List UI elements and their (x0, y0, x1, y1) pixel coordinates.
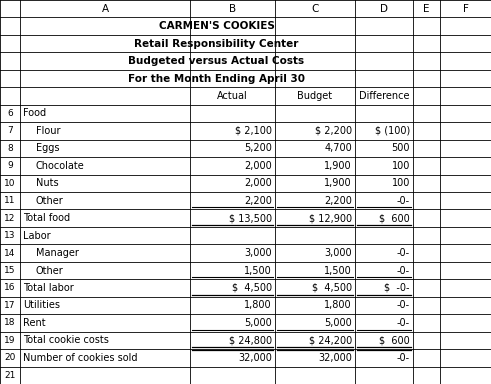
Text: 3,000: 3,000 (325, 248, 352, 258)
Text: $ (100): $ (100) (375, 126, 410, 136)
Text: $  4,500: $ 4,500 (232, 283, 272, 293)
Text: B: B (229, 4, 236, 14)
Text: Rent: Rent (23, 318, 46, 328)
Text: 17: 17 (4, 301, 16, 310)
Text: 2,200: 2,200 (244, 196, 272, 206)
Text: Difference: Difference (359, 91, 409, 101)
Text: A: A (102, 4, 109, 14)
Text: 1,800: 1,800 (245, 300, 272, 310)
Text: 32,000: 32,000 (318, 353, 352, 363)
Text: 4,700: 4,700 (324, 143, 352, 153)
Text: Chocolate: Chocolate (36, 161, 85, 171)
Text: For the Month Ending April 30: For the Month Ending April 30 (128, 74, 305, 84)
Text: 16: 16 (4, 283, 16, 293)
Text: $ 24,200: $ 24,200 (309, 335, 352, 345)
Text: Budgeted versus Actual Costs: Budgeted versus Actual Costs (129, 56, 304, 66)
Text: 21: 21 (4, 371, 16, 380)
Text: $  600: $ 600 (379, 335, 410, 345)
Text: $ 2,100: $ 2,100 (235, 126, 272, 136)
Text: 10: 10 (4, 179, 16, 188)
Text: Labor: Labor (23, 231, 51, 241)
Text: 9: 9 (7, 161, 13, 170)
Text: 14: 14 (4, 248, 16, 258)
Text: -0-: -0- (397, 318, 410, 328)
Text: 5,000: 5,000 (244, 318, 272, 328)
Text: Utilities: Utilities (23, 300, 60, 310)
Text: 8: 8 (7, 144, 13, 153)
Text: Flour: Flour (36, 126, 60, 136)
Text: 2,000: 2,000 (244, 178, 272, 188)
Text: 32,000: 32,000 (238, 353, 272, 363)
Text: $ 13,500: $ 13,500 (229, 213, 272, 223)
Text: 5,000: 5,000 (324, 318, 352, 328)
Text: 19: 19 (4, 336, 16, 345)
Text: 1,500: 1,500 (244, 266, 272, 276)
Text: Other: Other (36, 196, 64, 206)
Text: 100: 100 (392, 178, 410, 188)
Text: Number of cookies sold: Number of cookies sold (23, 353, 137, 363)
Text: 12: 12 (4, 214, 16, 223)
Text: -0-: -0- (397, 266, 410, 276)
Text: $  -0-: $ -0- (384, 283, 410, 293)
Text: $ 2,200: $ 2,200 (315, 126, 352, 136)
Text: 20: 20 (4, 353, 16, 362)
Text: 11: 11 (4, 196, 16, 205)
Text: 1,900: 1,900 (325, 161, 352, 171)
Text: $ 24,800: $ 24,800 (229, 335, 272, 345)
Text: 13: 13 (4, 231, 16, 240)
Text: -0-: -0- (397, 196, 410, 206)
Text: 18: 18 (4, 318, 16, 328)
Text: 15: 15 (4, 266, 16, 275)
Text: 7: 7 (7, 126, 13, 136)
Text: Total cookie costs: Total cookie costs (23, 335, 109, 345)
Text: $ 12,900: $ 12,900 (309, 213, 352, 223)
Text: 2,200: 2,200 (324, 196, 352, 206)
Text: 100: 100 (392, 161, 410, 171)
Text: $  4,500: $ 4,500 (312, 283, 352, 293)
Text: 1,900: 1,900 (325, 178, 352, 188)
Text: -0-: -0- (397, 300, 410, 310)
Text: Retail Responsibility Center: Retail Responsibility Center (135, 39, 299, 49)
Text: 2,000: 2,000 (244, 161, 272, 171)
Text: Actual: Actual (217, 91, 248, 101)
Text: Nuts: Nuts (36, 178, 58, 188)
Text: CARMEN'S COOKIES: CARMEN'S COOKIES (159, 21, 274, 31)
Text: F: F (463, 4, 468, 14)
Text: 3,000: 3,000 (245, 248, 272, 258)
Text: 5,200: 5,200 (244, 143, 272, 153)
Text: Other: Other (36, 266, 64, 276)
Text: Food: Food (23, 108, 46, 118)
Text: 1,800: 1,800 (325, 300, 352, 310)
Text: Total labor: Total labor (23, 283, 74, 293)
Text: Manager: Manager (36, 248, 79, 258)
Text: 1,500: 1,500 (324, 266, 352, 276)
Text: Total food: Total food (23, 213, 70, 223)
Text: Budget: Budget (298, 91, 332, 101)
Text: -0-: -0- (397, 353, 410, 363)
Text: 500: 500 (391, 143, 410, 153)
Text: Eggs: Eggs (36, 143, 59, 153)
Text: 6: 6 (7, 109, 13, 118)
Text: -0-: -0- (397, 248, 410, 258)
Text: E: E (423, 4, 430, 14)
Text: $  600: $ 600 (379, 213, 410, 223)
Text: D: D (380, 4, 388, 14)
Text: C: C (311, 4, 319, 14)
